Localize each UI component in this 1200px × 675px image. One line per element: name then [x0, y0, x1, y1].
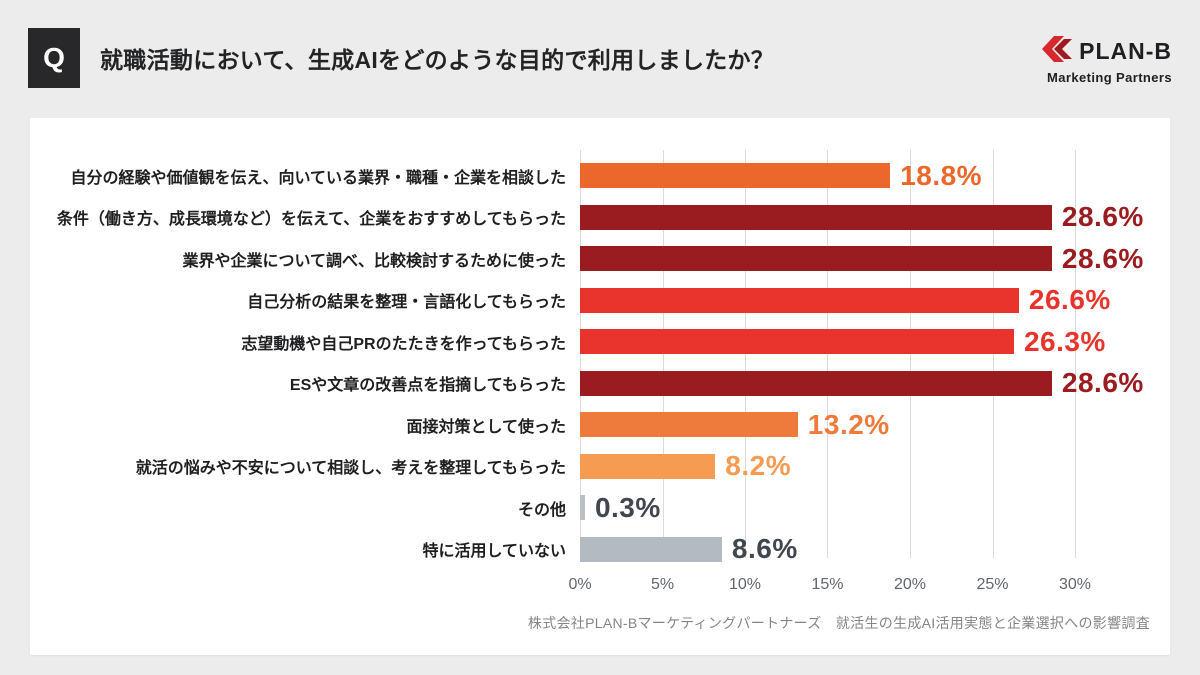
- bar: [580, 412, 798, 438]
- value-label: 28.6%: [1061, 242, 1144, 274]
- brand-subtitle: Marketing Partners: [1047, 70, 1172, 85]
- category-label: 業界や企業について調べ、比較検討するために使った: [182, 252, 566, 270]
- chart-row: 志望動機や自己PRのたたきを作ってもらった 26.3%: [54, 321, 1141, 363]
- bar: [580, 287, 1019, 313]
- source-caption: 株式会社PLAN-Bマーケティングパートナーズ 就活生の生成AI活用実態と企業選…: [527, 615, 1150, 631]
- value-label: 28.6%: [1061, 367, 1144, 399]
- category-label: 自己分析の結果を整理・言語化してもらった: [247, 294, 566, 312]
- bar-chart: 自分の経験や価値観を伝え、向いている業界・職種・企業を相談した 18.8% 条件（働…: [54, 150, 1144, 571]
- chart-row: 条件（働き方、成長環境など）を伝えて、企業をおすすめしてもらった 28.6%: [54, 197, 1144, 239]
- category-label: 面接対策として使った: [406, 418, 566, 436]
- brand-logo-row: PLAN-B: [1040, 36, 1172, 67]
- bar: [580, 163, 891, 189]
- chart-rows: 自分の経験や価値観を伝え、向いている業界・職種・企業を相談した 18.8% 条件（働…: [54, 155, 1144, 571]
- chart-row: 自己分析の結果を整理・言語化してもらった 26.6%: [54, 280, 1141, 322]
- brand-logo: PLAN-B Marketing Partners: [1040, 36, 1172, 85]
- bar: [580, 536, 722, 562]
- bar-track: 28.6%: [580, 201, 1144, 233]
- value-label: 13.2%: [807, 408, 890, 440]
- chart-row: 特に活用していない 8.6%: [54, 529, 1141, 571]
- page-title: 就職活動において、生成AIをどのような目的で利用しましたか？: [100, 47, 775, 73]
- bar-track: 26.6%: [580, 284, 1141, 316]
- bar-track: 26.3%: [580, 326, 1141, 358]
- x-tick-label: 30%: [1058, 576, 1091, 593]
- page-header: Q 就職活動において、生成AIをどのような目的で利用しましたか？ PLAN-B …: [0, 0, 1200, 118]
- chart-row: 面接対策として使った 13.2%: [54, 404, 1141, 446]
- value-label: 28.6%: [1061, 201, 1144, 233]
- x-tick-label: 0%: [568, 576, 592, 593]
- bar-track: 0.3%: [580, 492, 1141, 524]
- value-label: 8.6%: [731, 533, 798, 565]
- x-tick-label: 10%: [728, 576, 762, 593]
- chart-row: その他 0.3%: [54, 487, 1141, 529]
- value-label: 26.6%: [1028, 284, 1111, 316]
- value-label: 18.8%: [900, 159, 983, 191]
- bar-track: 28.6%: [580, 367, 1144, 399]
- chart-row: ESや文章の改善点を指摘してもらった 28.6%: [54, 363, 1144, 405]
- chart-row: 業界や企業について調べ、比較検討するために使った 28.6%: [54, 238, 1144, 280]
- chart-row: 自分の経験や価値観を伝え、向いている業界・職種・企業を相談した 18.8%: [54, 155, 1141, 197]
- bar: [580, 453, 716, 479]
- category-label: 自分の経験や価値観を伝え、向いている業界・職種・企業を相談した: [70, 169, 566, 187]
- question-badge-label: Q: [43, 42, 65, 73]
- bar-track: 8.2%: [580, 450, 1141, 482]
- chart-card: 自分の経験や価値観を伝え、向いている業界・職種・企業を相談した 18.8% 条件（働…: [30, 118, 1170, 655]
- category-label: 特に活用していない: [422, 543, 566, 561]
- category-label: 志望動機や自己PRのたたきを作ってもらった: [241, 335, 566, 353]
- bar-track: 8.6%: [580, 533, 1141, 565]
- chart-row: 就活の悩みや不安について相談し、考えを整理してもらった 8.2%: [54, 446, 1141, 488]
- category-label: ESや文章の改善点を指摘してもらった: [289, 377, 566, 395]
- x-axis: 0% 5% 10% 15% 20% 25% 30%: [568, 570, 1141, 598]
- x-tick-label: 25%: [976, 576, 1009, 593]
- bar: [580, 329, 1014, 355]
- value-label: 8.2%: [725, 450, 792, 482]
- bar-track: 28.6%: [580, 242, 1144, 275]
- planb-double-chevron-icon: [1040, 36, 1073, 67]
- category-label: その他: [517, 501, 566, 519]
- brand-name: PLAN-B: [1079, 38, 1172, 64]
- bar-track: 18.8%: [580, 160, 1141, 192]
- bar: [580, 370, 1052, 396]
- value-label: 26.3%: [1023, 325, 1106, 357]
- value-label: 0.3%: [594, 491, 661, 523]
- bar-track: 13.2%: [580, 409, 1141, 441]
- x-tick-label: 15%: [811, 576, 844, 593]
- category-label: 就活の悩みや不安について相談し、考えを整理してもらった: [135, 460, 566, 478]
- question-badge: Q: [28, 28, 80, 88]
- bar: [580, 204, 1052, 230]
- x-tick-label: 20%: [893, 576, 927, 593]
- category-label: 条件（働き方、成長環境など）を伝えて、企業をおすすめしてもらった: [56, 211, 566, 229]
- x-tick-label: 5%: [650, 576, 675, 593]
- bar: [580, 246, 1052, 272]
- bar: [580, 495, 585, 521]
